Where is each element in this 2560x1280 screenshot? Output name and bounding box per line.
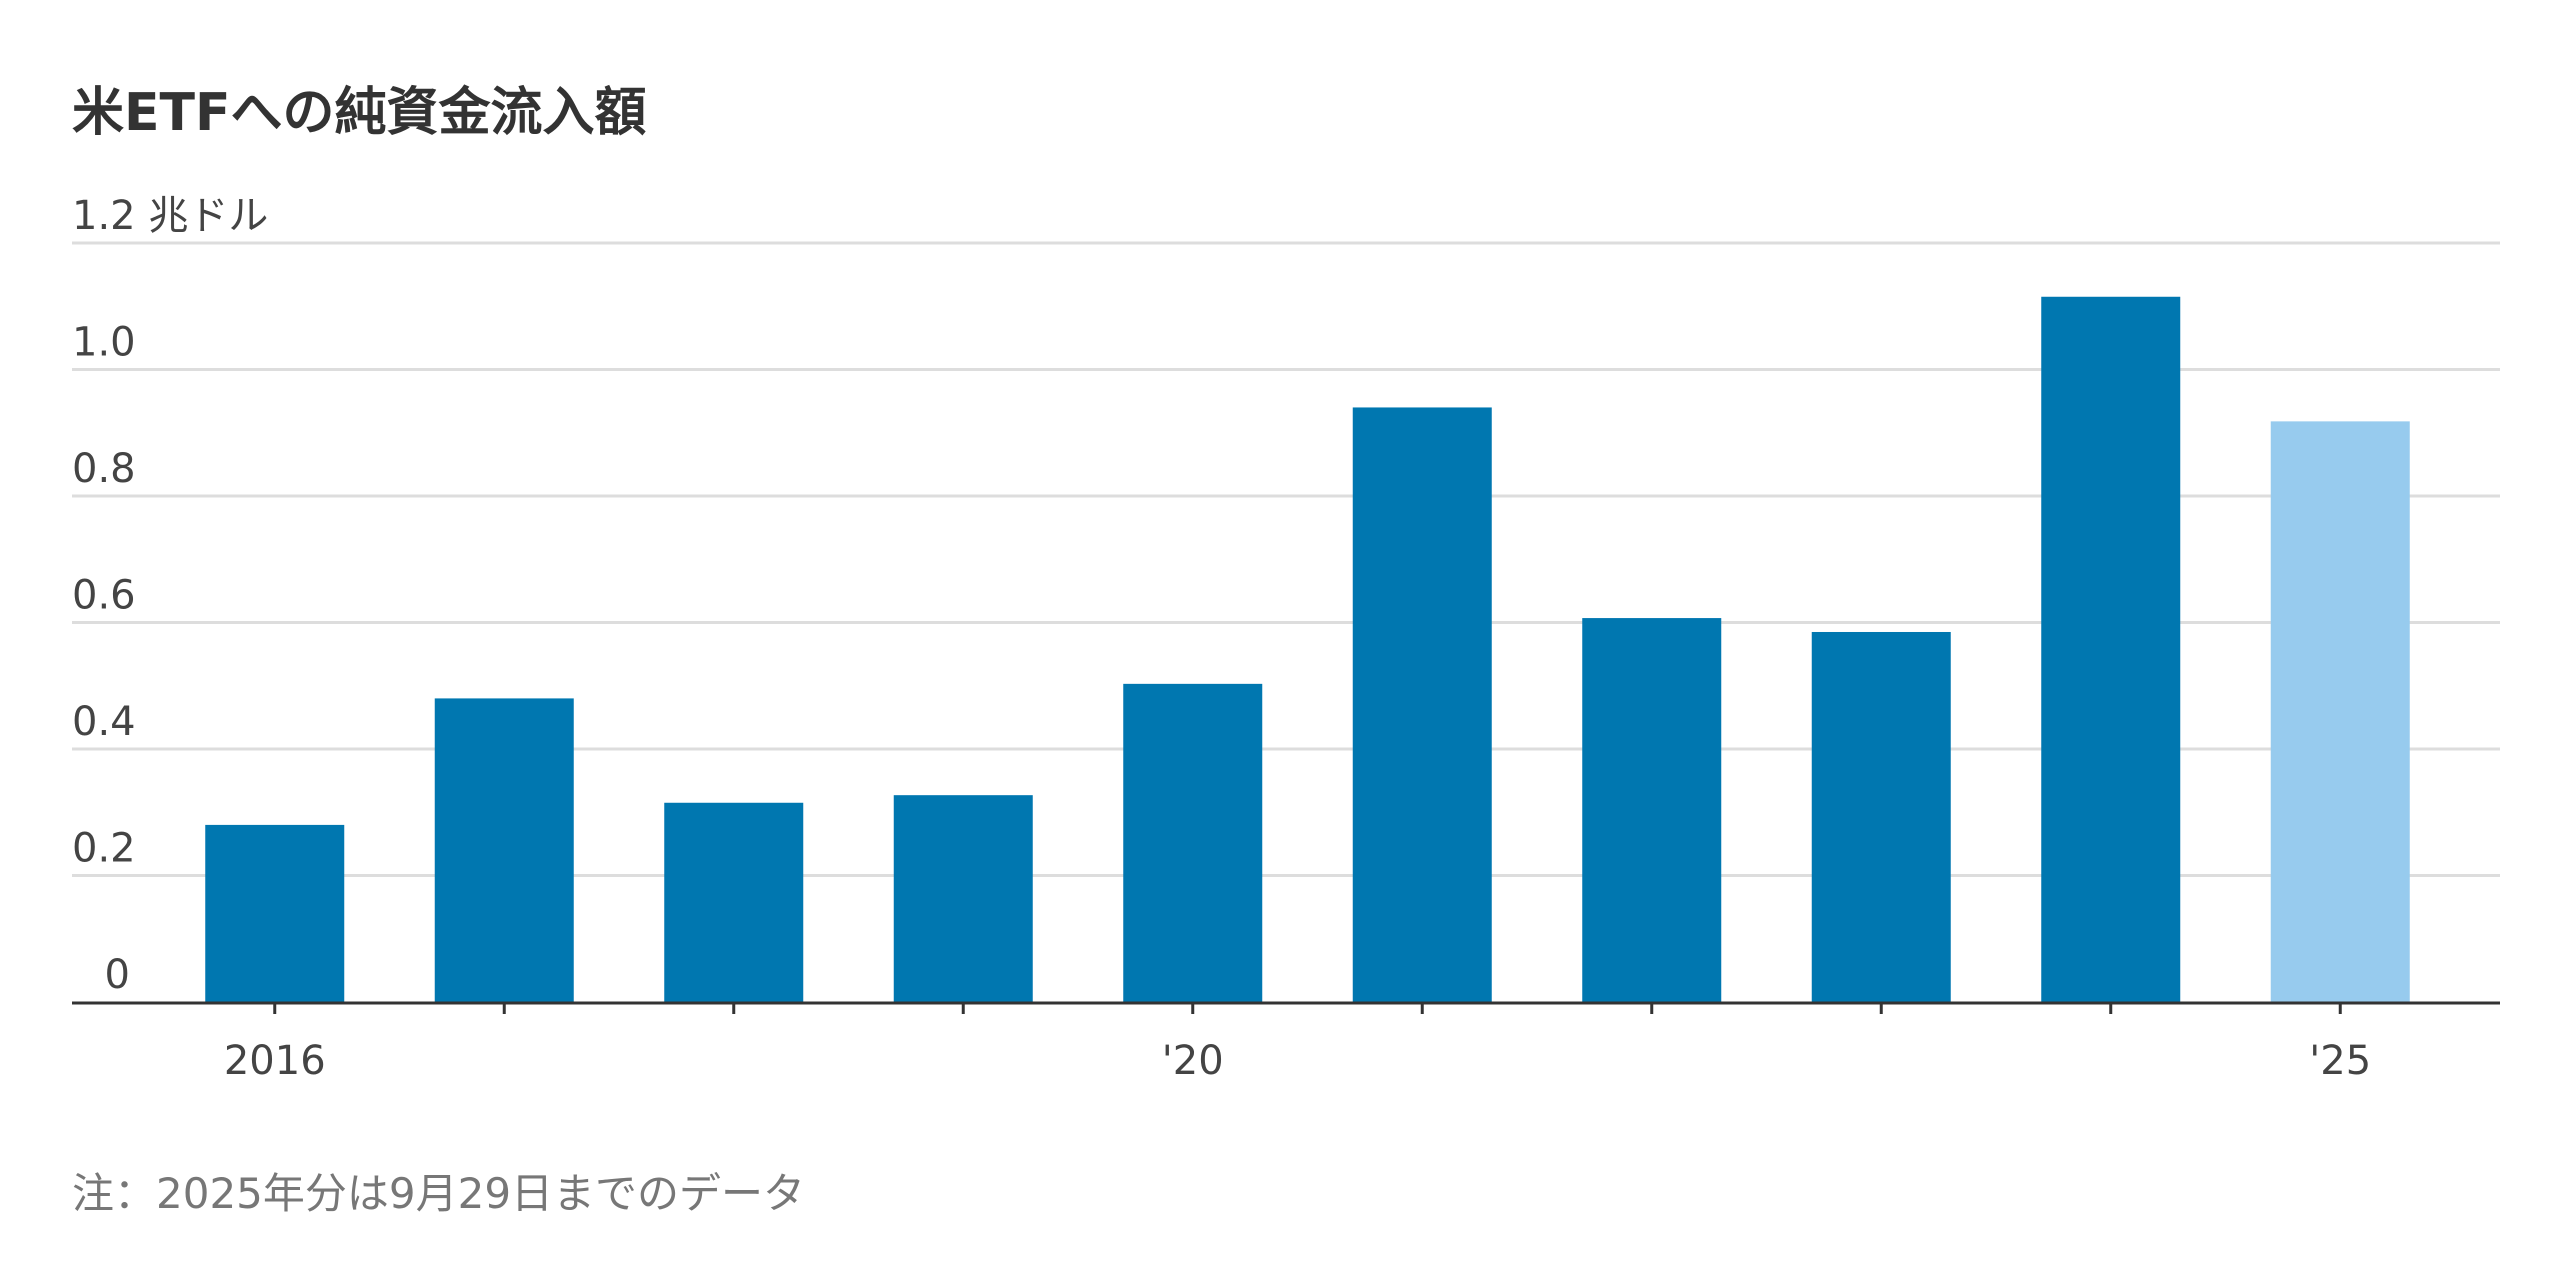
y-tick-label: 1.0 <box>72 320 136 366</box>
x-tick-label: '25 <box>2309 1038 2371 1084</box>
y-axis-labels: 0 0.2 0.4 0.6 0.8 1.0 1.2 兆ドル <box>72 193 268 998</box>
bar-2022 <box>1582 618 1722 1002</box>
bar-2019 <box>893 795 1033 1002</box>
bar-2025 <box>2270 421 2410 1002</box>
bar-2016 <box>205 824 345 1002</box>
y-tick-label: 0 <box>105 952 130 998</box>
bars <box>205 296 2410 1002</box>
x-axis-labels: 2016 '20 '25 <box>224 1038 2371 1084</box>
y-tick-label: 1.2 兆ドル <box>72 193 268 239</box>
x-tick-label: '20 <box>1162 1038 1224 1084</box>
footnote: 注：2025年分は9月29日までのデータ <box>72 1169 806 1218</box>
chart-title: 米ETFへの純資金流入額 <box>72 83 647 143</box>
bar-2020 <box>1123 683 1263 1002</box>
bar-2021 <box>1352 407 1492 1002</box>
y-tick-label: 0.2 <box>72 826 136 872</box>
bar-2024 <box>2041 296 2181 1002</box>
x-tick-label: 2016 <box>224 1038 326 1084</box>
bar-2023 <box>1811 631 1951 1002</box>
bar-2017 <box>434 698 574 1002</box>
y-tick-label: 0.8 <box>72 446 136 492</box>
x-axis <box>72 1001 2500 1014</box>
y-tick-label: 0.4 <box>72 699 136 745</box>
y-tick-label: 0.6 <box>72 573 136 619</box>
bar-2018 <box>664 802 804 1002</box>
